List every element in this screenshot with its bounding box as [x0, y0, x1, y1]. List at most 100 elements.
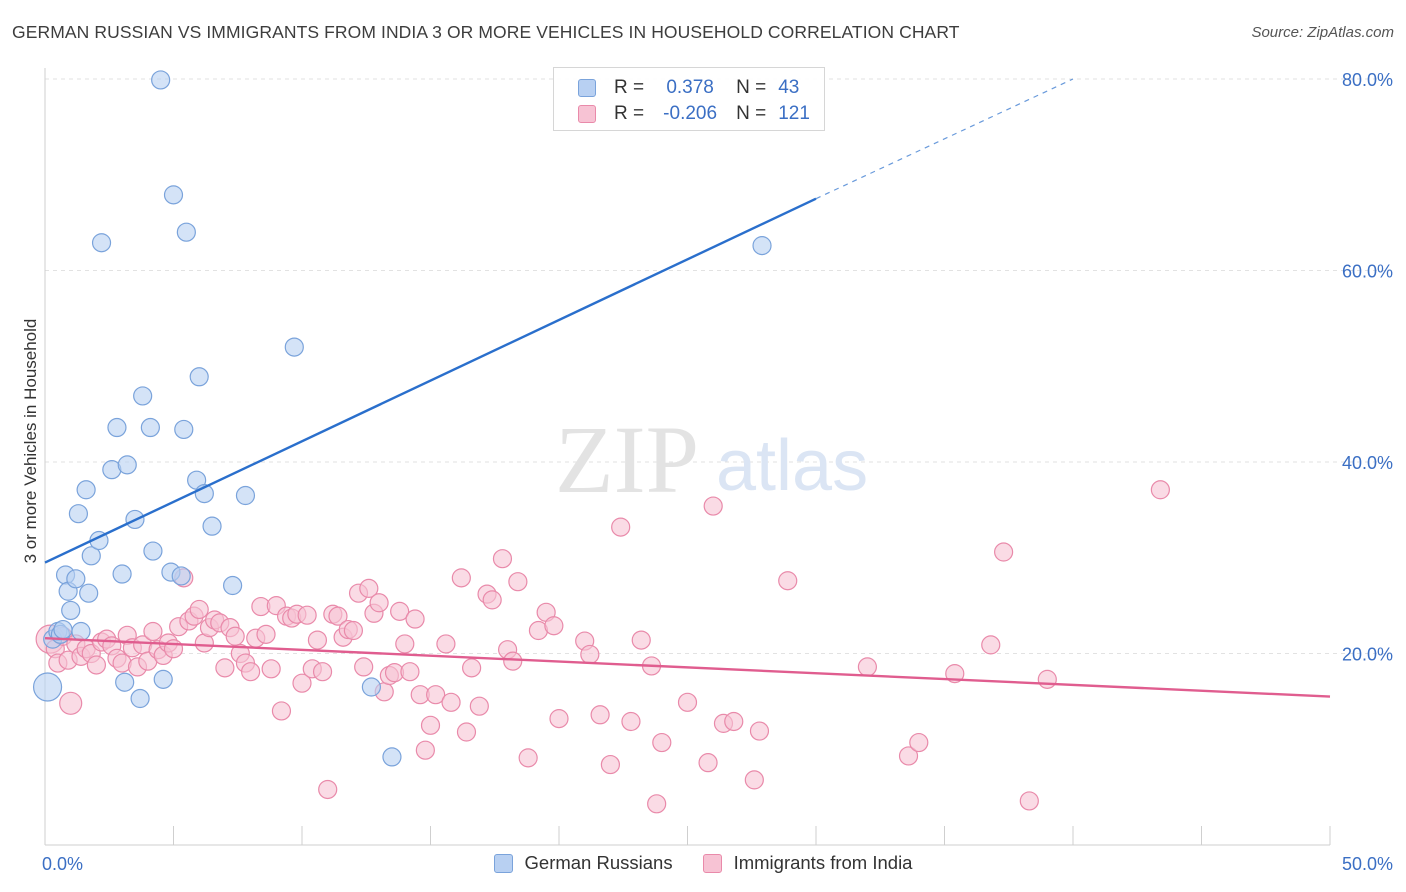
- legend-item-german-russians[interactable]: German Russians: [493, 852, 673, 874]
- data-point: [544, 616, 564, 636]
- y-tick-label: 40.0%: [1342, 453, 1393, 473]
- watermark-zip: ZIP: [555, 406, 699, 513]
- data-point: [225, 626, 245, 646]
- data-point: [189, 367, 209, 387]
- data-point: [235, 485, 256, 506]
- data-point: [549, 709, 569, 729]
- data-point: [117, 455, 137, 475]
- data-point: [778, 571, 798, 591]
- data-point: [81, 546, 101, 566]
- data-point: [140, 417, 160, 438]
- data-point: [462, 658, 482, 678]
- data-point: [994, 542, 1014, 562]
- data-point: [382, 747, 402, 767]
- data-point: [647, 794, 667, 814]
- y-tick-label: 80.0%: [1342, 70, 1393, 90]
- legend-swatch-blue: [578, 79, 596, 97]
- legend-n-value: 43: [778, 77, 800, 98]
- data-point: [202, 516, 222, 536]
- data-point: [361, 677, 381, 697]
- data-point: [112, 564, 132, 584]
- data-point: [328, 606, 348, 626]
- chart-title: GERMAN RUSSIAN VS IMMIGRANTS FROM INDIA …: [12, 22, 960, 42]
- series-german-russians: [32, 70, 772, 767]
- data-point: [133, 386, 153, 406]
- legend-swatch-pink: [578, 105, 596, 123]
- data-point: [91, 233, 112, 253]
- data-point: [79, 583, 99, 603]
- legend-label: Immigrants from India: [733, 852, 913, 873]
- data-point: [405, 609, 425, 629]
- data-point: [68, 504, 89, 524]
- data-point: [284, 337, 304, 357]
- data-point: [1019, 791, 1039, 811]
- data-point: [297, 605, 317, 625]
- legend-item-immigrants-from-india[interactable]: Immigrants from India: [702, 852, 913, 874]
- gridlines: [45, 78, 1390, 654]
- data-point: [400, 662, 420, 682]
- legend-n-label: N =: [736, 103, 767, 124]
- data-point: [66, 569, 86, 589]
- data-point: [76, 480, 96, 500]
- data-point: [61, 600, 81, 621]
- data-point: [724, 711, 744, 732]
- data-point: [163, 185, 184, 205]
- watermark: ZIP atlas: [555, 406, 868, 513]
- data-point: [503, 651, 523, 671]
- data-point: [518, 748, 538, 768]
- data-point: [415, 740, 435, 760]
- trend-line-german-russians-extension: [815, 78, 1074, 200]
- data-point: [652, 732, 672, 753]
- data-point: [115, 672, 135, 692]
- data-point: [590, 705, 610, 725]
- watermark-atlas: atlas: [716, 426, 868, 506]
- data-point: [426, 685, 446, 705]
- series-immigrants-from-india: [35, 480, 1170, 814]
- legend-swatch-pink: [702, 853, 722, 873]
- data-point: [292, 673, 312, 693]
- tick-labels: 20.0% 40.0% 60.0% 80.0% 0.0% 50.0%: [42, 70, 1393, 874]
- data-point: [171, 566, 191, 586]
- data-point: [354, 657, 374, 677]
- data-point: [318, 779, 338, 800]
- data-point: [107, 417, 127, 438]
- legend-row-german-russians: R = 0.378 N = 43: [578, 77, 799, 99]
- data-point: [174, 419, 194, 440]
- data-point: [395, 634, 415, 654]
- data-point: [271, 701, 292, 721]
- data-point: [312, 662, 333, 682]
- data-point: [390, 601, 410, 621]
- data-point: [703, 496, 723, 516]
- data-point: [71, 621, 91, 642]
- data-point: [151, 70, 171, 90]
- axes: [44, 68, 1331, 846]
- data-point: [945, 664, 965, 684]
- data-point: [241, 662, 261, 682]
- data-point: [153, 669, 173, 689]
- data-point: [223, 575, 243, 596]
- data-point: [32, 672, 63, 702]
- data-point: [59, 691, 83, 715]
- legend-r-value: -0.206: [663, 103, 718, 124]
- data-point: [130, 688, 150, 709]
- data-point: [631, 630, 651, 650]
- data-point: [456, 722, 477, 742]
- data-point: [508, 572, 528, 592]
- y-tick-label: 20.0%: [1342, 645, 1393, 665]
- trend-line-immigrants-from-india: [44, 636, 1331, 698]
- data-point: [436, 634, 456, 654]
- data-point: [621, 711, 641, 732]
- data-point: [611, 517, 631, 537]
- data-point: [143, 541, 163, 561]
- legend-row-immigrants-from-india: R = -0.206 N = 121: [578, 103, 810, 125]
- x-tick-label: 50.0%: [1342, 854, 1393, 874]
- data-point: [441, 692, 461, 712]
- data-point: [600, 754, 621, 775]
- y-axis-label: 3 or more Vehicles in Household: [21, 319, 40, 564]
- legend-r-value: 0.378: [666, 77, 714, 98]
- data-point: [420, 715, 441, 735]
- data-point: [677, 692, 698, 712]
- data-point: [256, 624, 276, 644]
- data-point: [482, 590, 502, 610]
